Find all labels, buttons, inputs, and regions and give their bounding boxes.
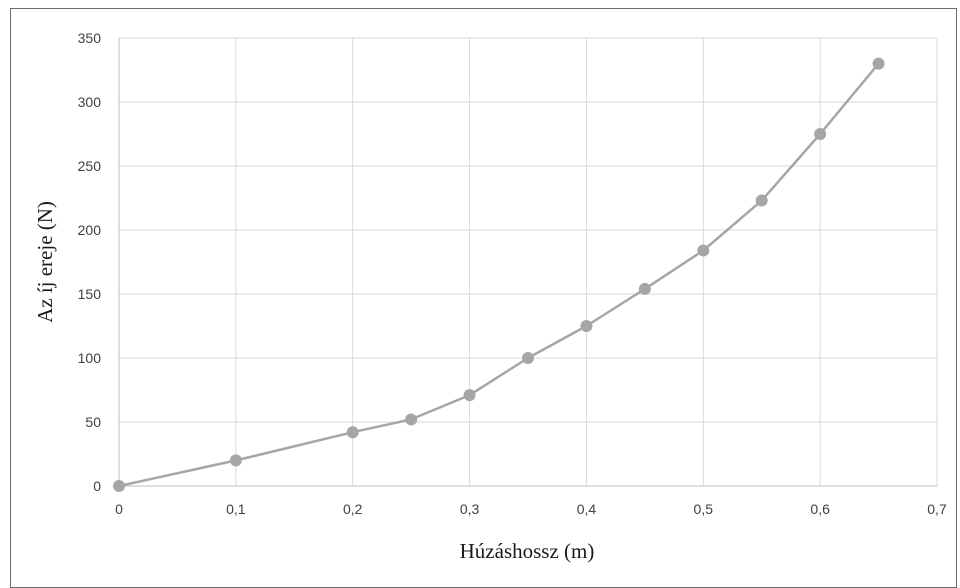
y-tick-label: 300 xyxy=(78,94,102,110)
x-tick-label: 0,6 xyxy=(810,501,830,517)
data-point xyxy=(463,389,476,402)
y-tick-label: 250 xyxy=(78,158,102,174)
y-tick-label: 100 xyxy=(78,350,102,366)
y-axis-title: Az íj ereje (N) xyxy=(33,201,57,323)
data-point xyxy=(229,454,242,467)
y-tick-label: 50 xyxy=(85,414,101,430)
data-point xyxy=(580,320,593,332)
data-point xyxy=(113,480,125,492)
y-tick-label: 350 xyxy=(78,30,102,46)
data-point xyxy=(638,282,651,295)
axes xyxy=(118,38,937,487)
x-tick-label: 0,4 xyxy=(577,501,597,517)
x-tick-label: 0,7 xyxy=(927,501,947,517)
x-axis-title: Húzáshossz (m) xyxy=(460,539,595,563)
x-tick-label: 0,3 xyxy=(460,501,480,517)
data-point xyxy=(872,57,885,70)
x-tick-label: 0 xyxy=(115,501,123,517)
chart: 0 0,1 0,2 0,3 0,4 0,5 0,6 0,7 0 50 100 150 200 250 30… xyxy=(33,30,947,563)
y-tick-label: 150 xyxy=(78,286,102,302)
grid xyxy=(119,37,938,486)
data-point xyxy=(346,426,359,439)
data-point xyxy=(814,128,827,140)
series xyxy=(113,57,885,492)
series-line xyxy=(118,62,880,488)
data-point xyxy=(405,413,418,426)
data-point xyxy=(755,194,768,207)
x-tick-label: 0,2 xyxy=(343,501,363,517)
data-point xyxy=(522,352,534,364)
x-tick-labels: 0 0,1 0,2 0,3 0,4 0,5 0,6 0,7 xyxy=(115,501,947,517)
x-tick-label: 0,1 xyxy=(226,501,246,517)
y-tick-labels: 0 50 100 150 200 250 300 350 xyxy=(78,30,102,494)
data-point xyxy=(697,244,710,257)
x-tick-label: 0,5 xyxy=(694,501,714,517)
y-tick-label: 200 xyxy=(78,222,102,238)
y-tick-label: 0 xyxy=(93,478,101,494)
